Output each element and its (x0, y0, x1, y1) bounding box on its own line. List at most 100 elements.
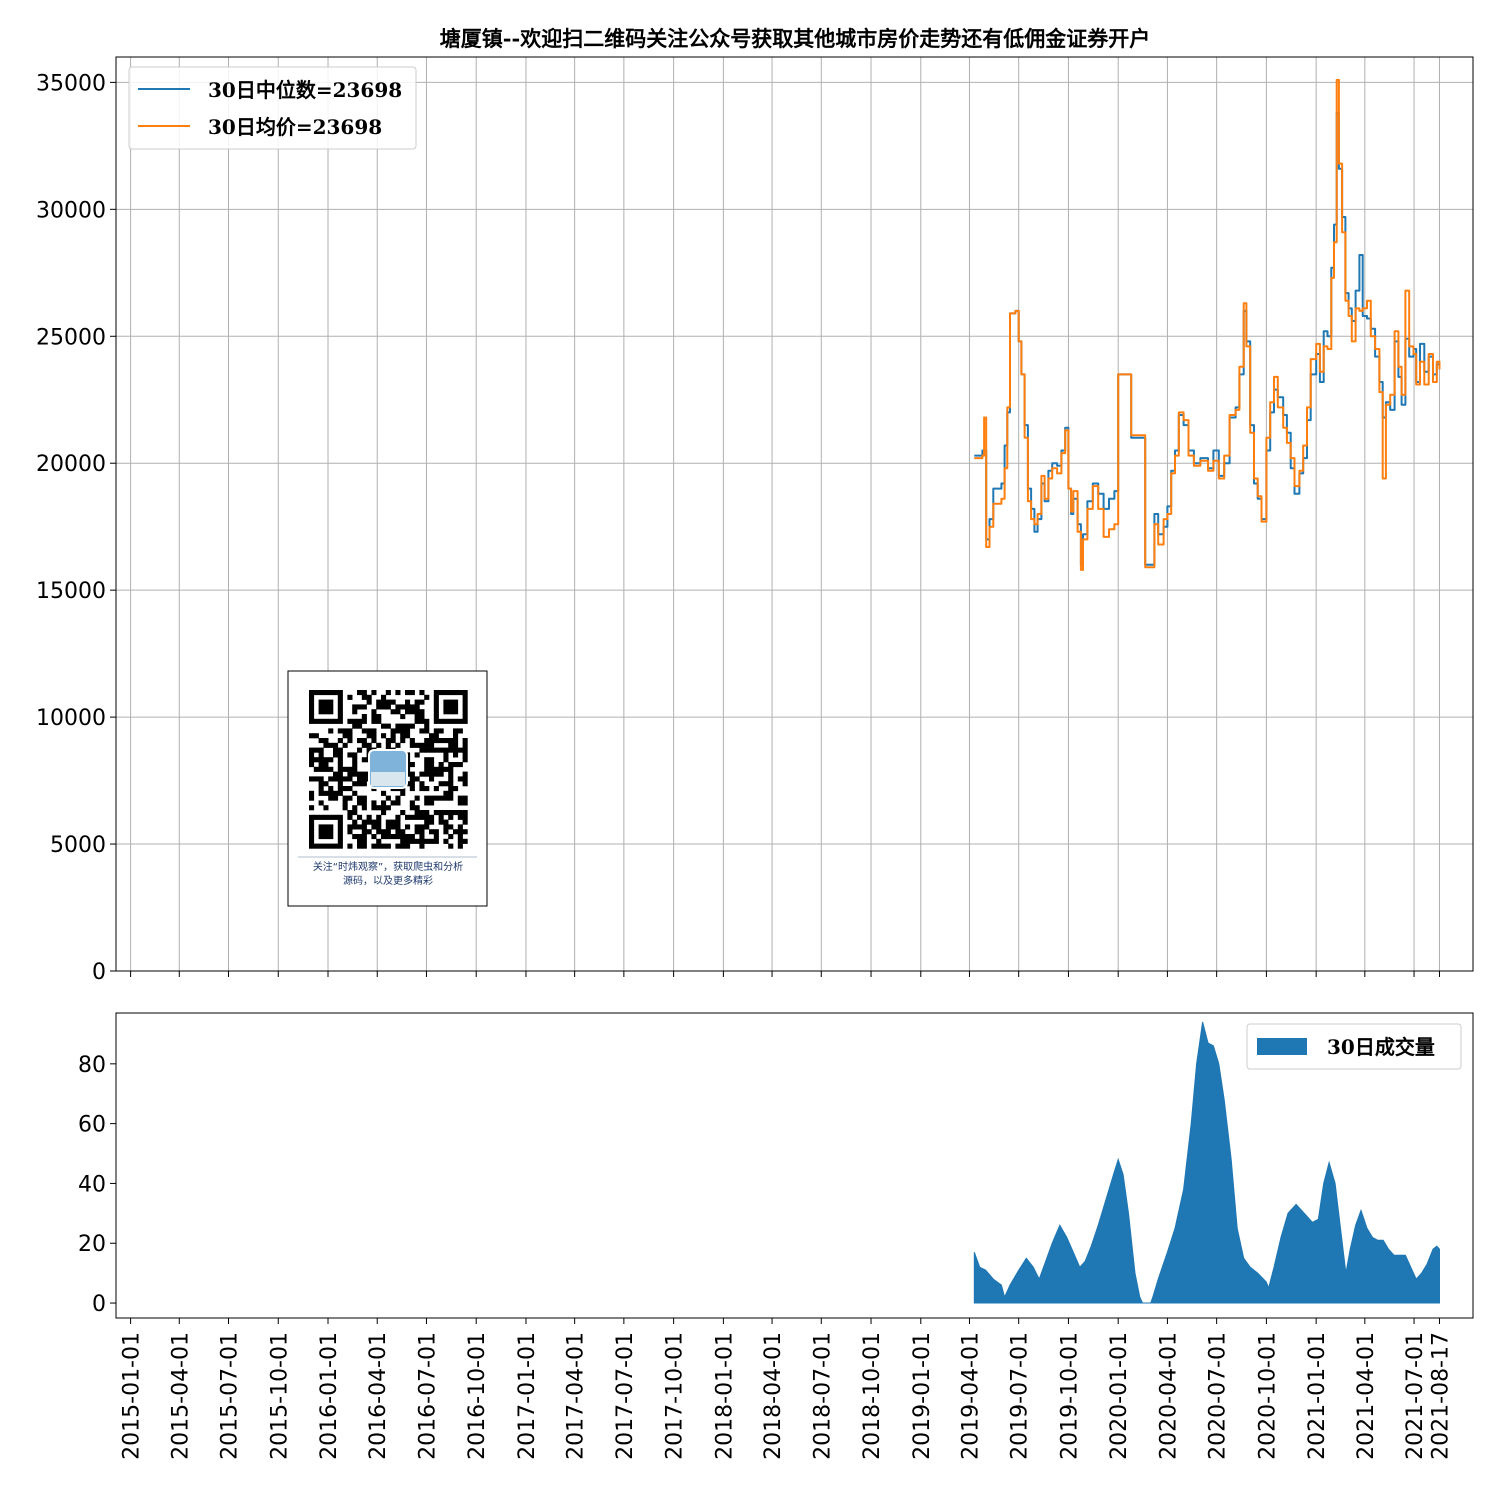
qr-module (385, 690, 391, 696)
qr-module (395, 824, 401, 830)
qr-module (405, 733, 411, 739)
qr-module (328, 728, 334, 734)
qr-module (448, 834, 454, 840)
qr-module (414, 824, 420, 830)
qr-module (429, 829, 435, 835)
qr-module (462, 704, 468, 710)
qr-module (318, 786, 324, 792)
qr-module (318, 843, 324, 849)
qr-module (448, 747, 454, 753)
qr-module (376, 742, 382, 748)
x-tick-label: 2020-01-01 (1107, 1332, 1132, 1460)
qr-module (309, 704, 315, 710)
qr-module (376, 819, 382, 825)
x-tick-label: 2015-07-01 (217, 1332, 242, 1460)
qr-module (414, 718, 420, 724)
qr-module (429, 771, 435, 777)
qr-module (424, 723, 430, 729)
qr-module (419, 834, 425, 840)
chart-title: 塘厦镇--欢迎扫二维码关注公众号获取其他城市房价走势还有低佣金证券开户 (440, 26, 1150, 51)
qr-module (328, 776, 334, 782)
qr-module (337, 790, 343, 796)
qr-module (309, 838, 315, 844)
qr-module (352, 766, 358, 772)
qr-module (438, 810, 444, 816)
qr-module (313, 718, 319, 724)
qr-module (448, 790, 454, 796)
qr-module (409, 762, 415, 768)
qr-module (390, 834, 396, 840)
qr-module (309, 709, 315, 715)
price-y-tick-label: 15000 (36, 579, 106, 604)
qr-module (405, 723, 411, 729)
qr-module (414, 714, 420, 720)
qr-module (323, 805, 329, 811)
qr-module (424, 738, 430, 744)
qr-module (323, 757, 329, 763)
price-y-tick-label: 25000 (36, 325, 106, 350)
qr-module (309, 834, 315, 840)
qr-module (333, 771, 339, 777)
qr-module (347, 728, 353, 734)
qr-module (323, 790, 329, 796)
qr-module (366, 742, 372, 748)
volume-y-tick-label: 60 (78, 1113, 106, 1138)
qr-module (457, 834, 463, 840)
qr-module (438, 781, 444, 787)
x-tick-label: 2017-10-01 (663, 1332, 688, 1460)
qr-module (366, 819, 372, 825)
qr-module (424, 742, 430, 748)
qr-module (462, 795, 468, 801)
qr-module (409, 805, 415, 811)
x-tick-label: 2019-01-01 (910, 1332, 935, 1460)
qr-module (462, 718, 468, 724)
qr-module (333, 718, 339, 724)
volume-legend-box (1246, 1023, 1462, 1070)
qr-module (318, 690, 324, 696)
qr-module (347, 814, 353, 820)
qr-module (342, 800, 348, 806)
qr-module (405, 814, 411, 820)
qr-module (371, 824, 377, 830)
qr-module (381, 810, 387, 816)
qr-module (419, 843, 425, 849)
qr-module (405, 690, 411, 696)
qr-module (424, 786, 430, 792)
qr-module (414, 795, 420, 801)
qr-module (371, 805, 377, 811)
qr-module (424, 824, 430, 830)
qr-module (390, 709, 396, 715)
qr-module (371, 738, 377, 744)
x-tick-label: 2019-04-01 (958, 1332, 983, 1460)
qr-module (419, 810, 425, 816)
qr-module (400, 790, 406, 796)
qr-module (385, 819, 391, 825)
qr-module (424, 766, 430, 772)
qr-module (462, 747, 468, 753)
qr-module (443, 690, 449, 696)
qr-module (328, 790, 334, 796)
qr-module (337, 752, 343, 758)
qr-module (395, 723, 401, 729)
qr-module (409, 742, 415, 748)
qr-module (443, 752, 449, 758)
price-y-tick-label: 20000 (36, 452, 106, 477)
qr-module (419, 829, 425, 835)
qr-module (328, 766, 334, 772)
qr-module (337, 814, 343, 820)
qr-module (419, 742, 425, 748)
qr-module (313, 747, 319, 753)
qr-module (405, 699, 411, 705)
qr-module (409, 800, 415, 806)
qr-module (390, 819, 396, 825)
qr-module (462, 781, 468, 787)
qr-module (309, 819, 315, 825)
qr-module (323, 843, 329, 849)
x-tick-label: 2016-01-01 (317, 1332, 342, 1460)
qr-module (357, 824, 363, 830)
qr-module (433, 704, 439, 710)
qr-module (385, 843, 391, 849)
qr-module (448, 843, 454, 849)
qr-module (361, 829, 367, 835)
qr-module (323, 704, 329, 710)
